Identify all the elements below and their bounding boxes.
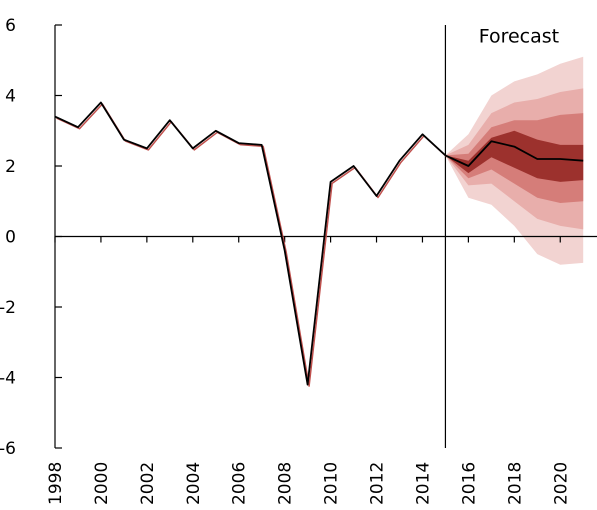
x-tick-label: 2014: [414, 462, 434, 505]
y-tick-label: 4: [5, 87, 16, 107]
x-tick-label: 2004: [184, 462, 204, 505]
fan-band-4: [445, 130, 584, 182]
x-tick-label: 2010: [322, 462, 342, 505]
fan-bands: [445, 56, 584, 265]
x-tick-label: 1998: [46, 462, 66, 505]
x-tick-label: 2000: [92, 462, 112, 505]
y-tick-label: 6: [5, 16, 16, 36]
x-tick-label: 2018: [505, 462, 525, 505]
series-line-group: [54, 101, 584, 387]
series-line: [54, 101, 584, 386]
y-tick-label: -6: [0, 439, 16, 459]
history-shadow-line: [56, 103, 448, 387]
x-tick-label: 2020: [551, 462, 571, 505]
x-tick-label: 2012: [368, 462, 388, 505]
x-tick-label: 2006: [230, 462, 250, 505]
y-tick-label: -2: [0, 298, 16, 318]
x-tick-label: 2002: [138, 462, 158, 505]
x-tick-label: 2016: [459, 462, 479, 505]
tick-labels: 6 4 2 0 -2 -4 -6 1998 2000 2002 2004 2006 2008 2010 20…: [0, 16, 571, 505]
y-tick-label: -4: [0, 369, 16, 389]
y-tick-label: 0: [5, 228, 16, 248]
forecast-annotation: Forecast: [479, 26, 559, 48]
x-tick-label: 2008: [276, 462, 296, 505]
y-tick-label: 2: [5, 157, 16, 177]
